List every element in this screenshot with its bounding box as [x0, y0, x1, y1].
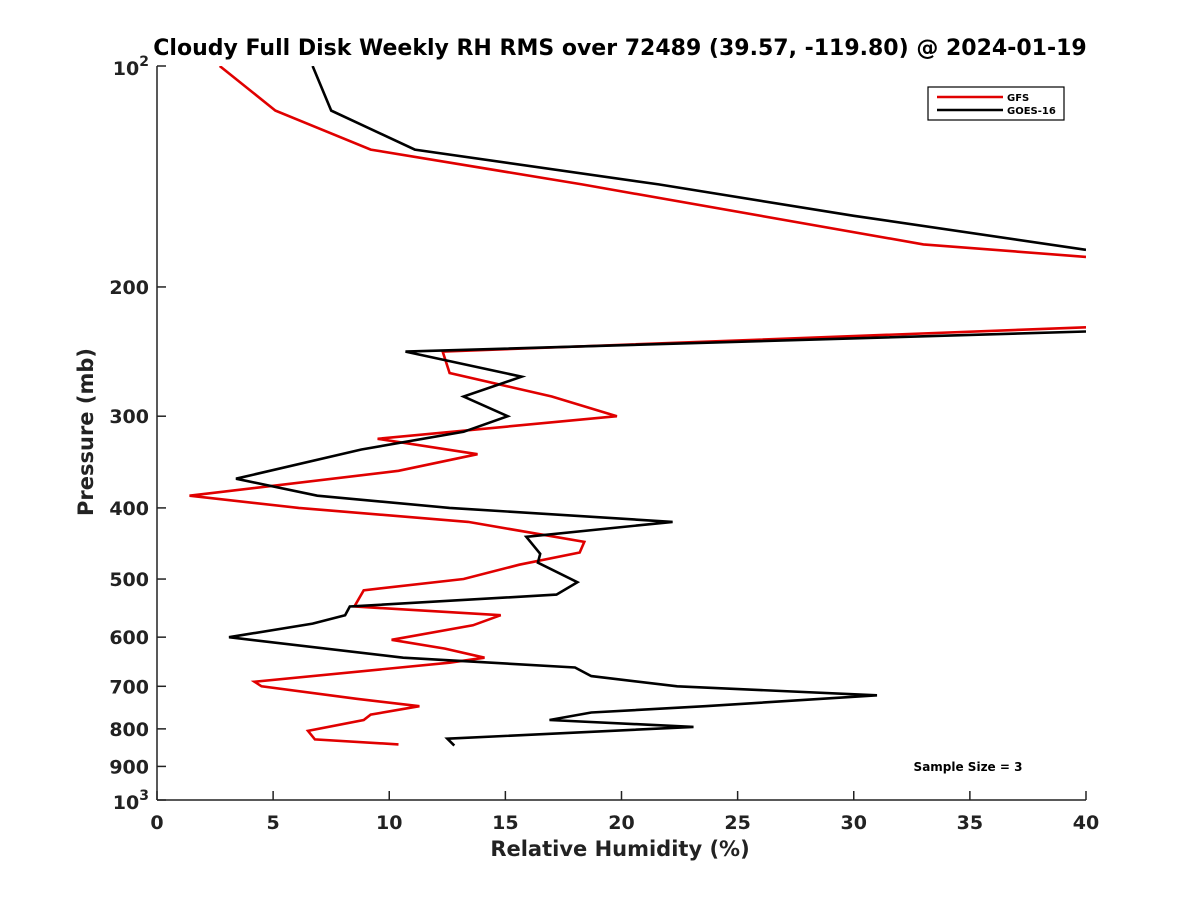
y-tick-label: 102 — [113, 54, 149, 80]
y-tick-label: 300 — [109, 406, 149, 428]
x-axis-label: Relative Humidity (%) — [490, 837, 749, 861]
legend: GFS GOES-16 — [927, 86, 1065, 121]
series-line-gfs-segment-1 — [218, 66, 1086, 259]
chart-title: Cloudy Full Disk Weekly RH RMS over 7248… — [153, 36, 1086, 61]
y-tick-label: 800 — [109, 719, 149, 741]
y-tick-label: 900 — [109, 756, 149, 778]
legend-label-gfs: GFS — [1007, 93, 1029, 104]
series-line-goes-16-segment-2 — [228, 330, 1086, 747]
x-tick-label: 40 — [1073, 812, 1099, 834]
x-tick-label: 10 — [376, 812, 402, 834]
y-tick-label: 200 — [109, 277, 149, 299]
x-tick-label: 25 — [724, 812, 750, 834]
x-tick-label: 15 — [492, 812, 518, 834]
series-line-goes-16-segment-1 — [311, 66, 1086, 252]
x-tick-label: 0 — [150, 812, 163, 834]
series-group — [189, 66, 1086, 747]
y-tick-label: 400 — [109, 498, 149, 520]
y-axis-label: Pressure (mb) — [74, 348, 98, 516]
x-tick-label: 5 — [267, 812, 280, 834]
y-tick-label: 600 — [109, 627, 149, 649]
sample-size-annotation: Sample Size = 3 — [914, 760, 1023, 774]
y-tick-label: 700 — [109, 676, 149, 698]
x-tick-label: 30 — [841, 812, 867, 834]
x-tick-label: 20 — [608, 812, 634, 834]
y-tick-label: 500 — [109, 569, 149, 591]
x-tick-label: 35 — [957, 812, 983, 834]
series-line-gfs-segment-2 — [189, 326, 1086, 746]
y-tick-label: 103 — [113, 788, 149, 814]
legend-label-goes-16: GOES-16 — [1007, 106, 1056, 117]
legend-box — [927, 86, 1065, 121]
plot-area: 0 5 10 15 20 25 30 35 40 102 200 300 400 500 600 700 800… — [109, 54, 1099, 834]
